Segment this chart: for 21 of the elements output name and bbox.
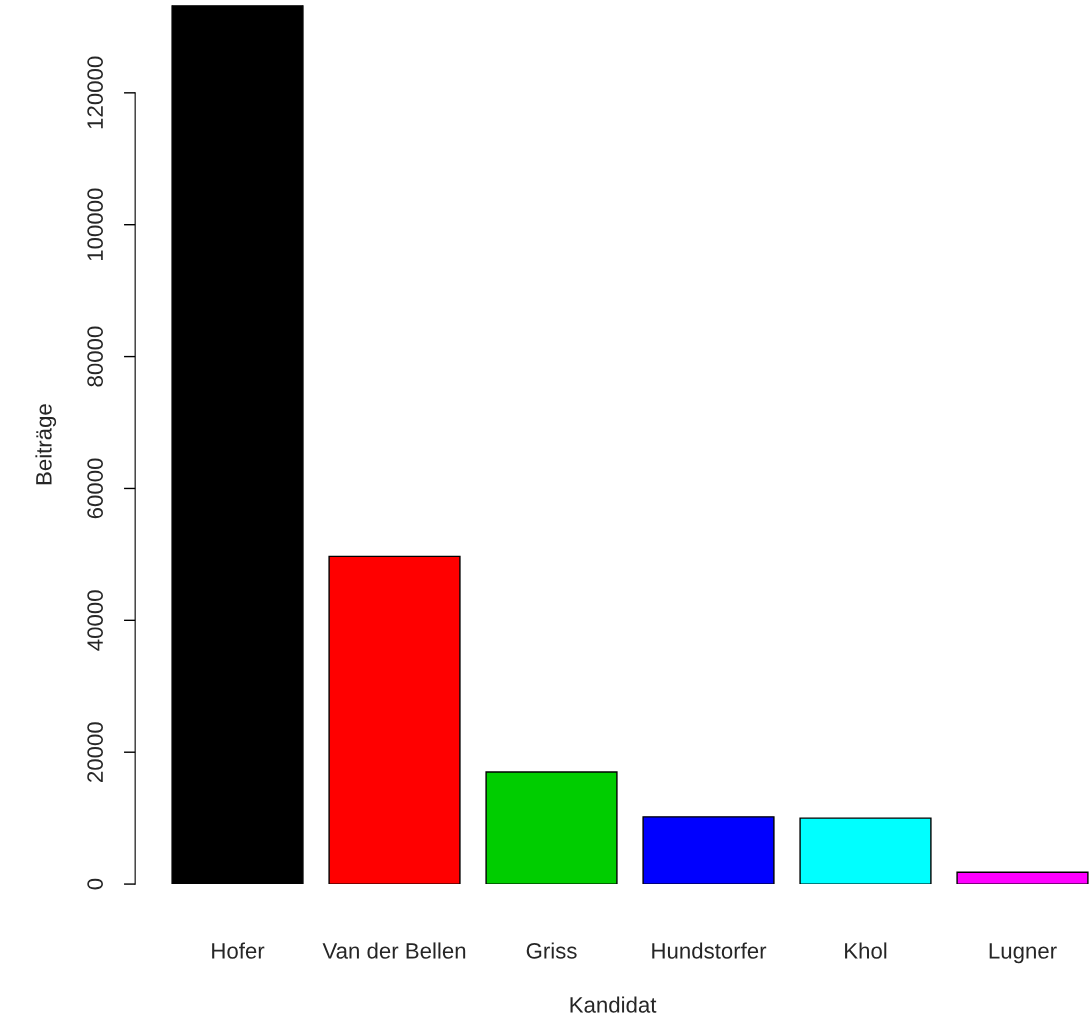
x-tick-label: Hundstorfer: [652, 942, 767, 959]
y-tick-label: 100000: [87, 188, 103, 261]
x-tick-label: Lugner: [989, 943, 1057, 964]
bar: [642, 816, 775, 885]
bar: [328, 555, 461, 885]
y-tick-label: 120000: [87, 56, 103, 129]
y-tick-label: 40000: [87, 590, 103, 651]
y-tick-label: 20000: [87, 722, 103, 782]
y-tick-label: 80000: [87, 326, 103, 387]
bar: [956, 871, 1089, 885]
bar: [171, 5, 304, 885]
y-tick-label: 60000: [87, 458, 103, 519]
x-tick-label: Hofer: [212, 942, 265, 959]
bar: [485, 771, 618, 885]
x-tick-label: Van der Bellen: [322, 942, 466, 959]
y-axis-title: Beiträge: [35, 404, 57, 485]
x-tick-label: Khol: [845, 942, 887, 959]
x-axis-title: Kandidat: [570, 996, 657, 1013]
y-tick-label: 0: [87, 878, 103, 890]
x-tick-label: Griss: [526, 942, 577, 959]
bar: [799, 817, 932, 885]
